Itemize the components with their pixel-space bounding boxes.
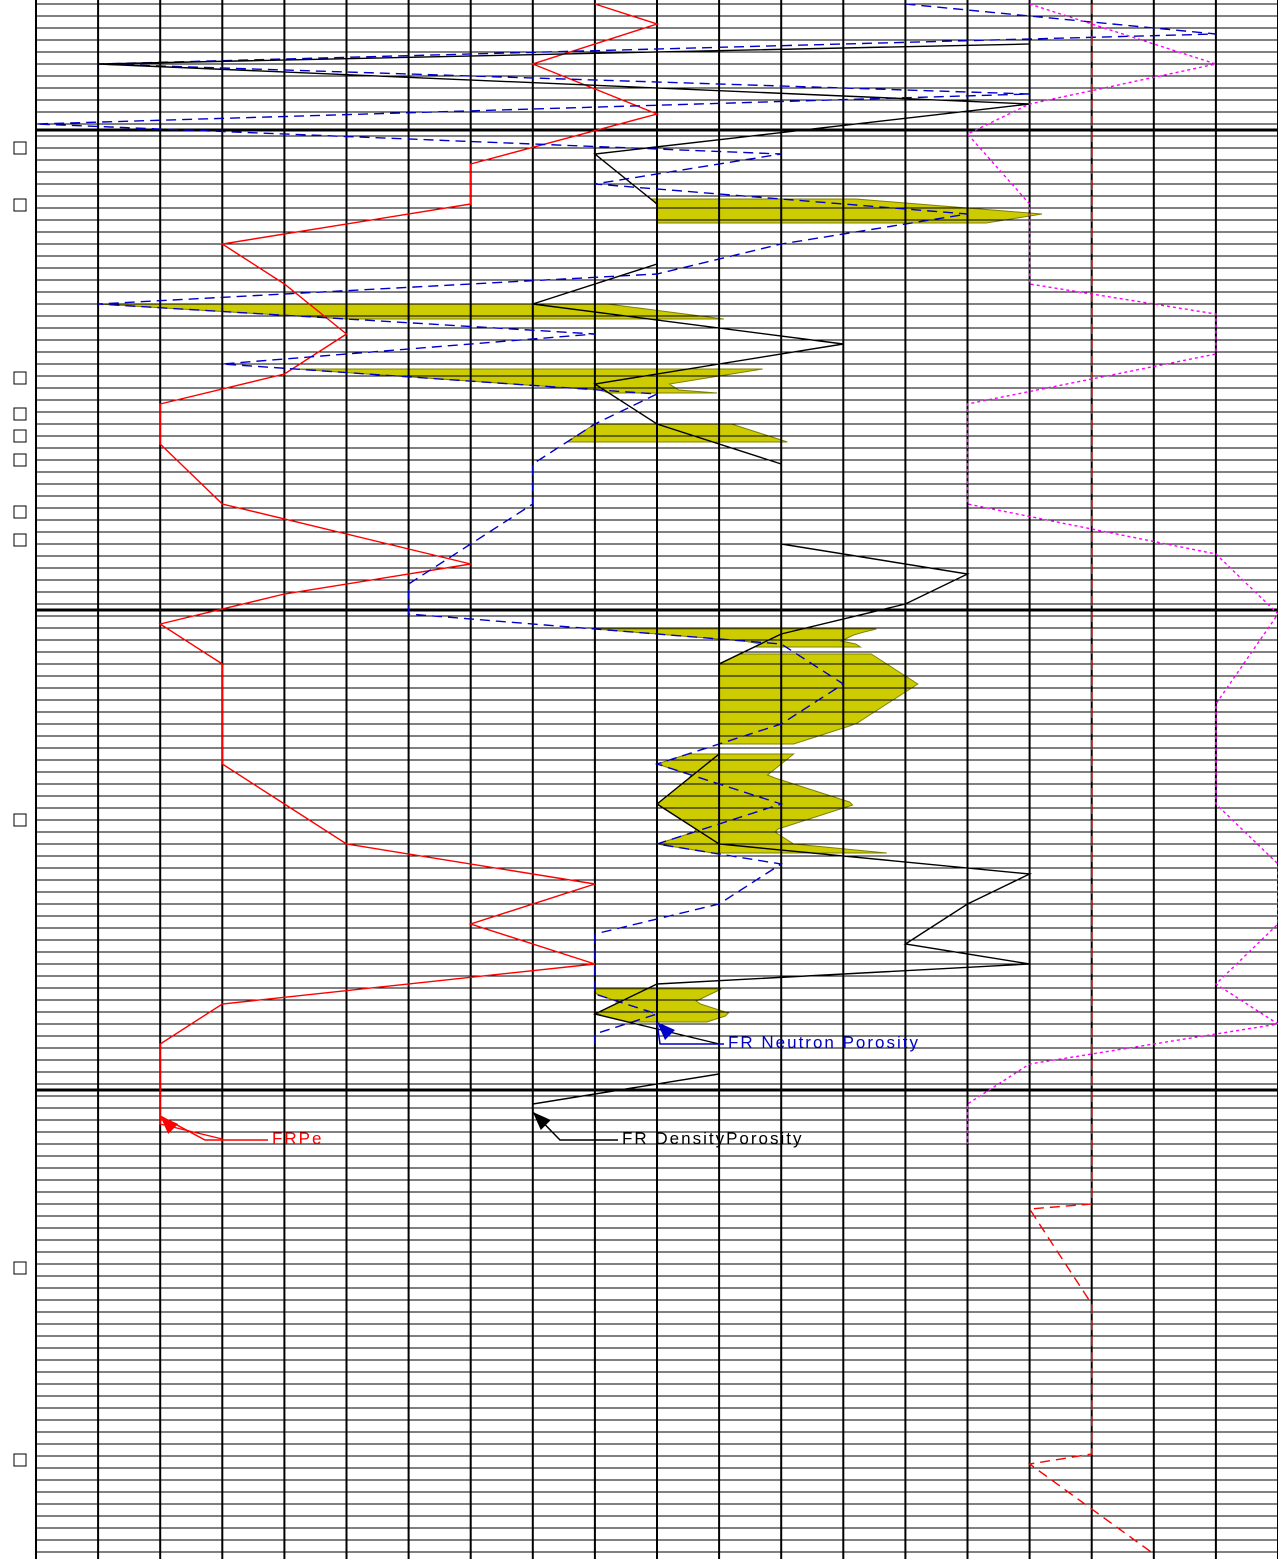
curve-label-0: FRPe [272, 1129, 323, 1148]
curve-label-1: FR Neutron Porosity [728, 1033, 920, 1052]
curves [35, 3, 1278, 1555]
depth-marker [13, 198, 27, 212]
label-arrowhead [657, 1022, 675, 1040]
depth-marker [13, 429, 27, 443]
curve-1 [35, 3, 1216, 1044]
crossover-fill [594, 628, 877, 648]
depth-marker [13, 453, 27, 467]
curve-2 [98, 4, 1033, 1124]
depth-marker [13, 407, 27, 421]
curve-label-2: FR DensityPorosity [622, 1129, 803, 1148]
depth-marker [13, 505, 27, 519]
depth-ticks [13, 141, 27, 1467]
depth-marker [13, 813, 27, 827]
label-leader [656, 1021, 724, 1045]
curve-3 [966, 3, 1278, 1144]
grid [35, 0, 1278, 1559]
depth-marker [13, 533, 27, 547]
label-arrowhead [532, 1112, 551, 1130]
curve-0 [158, 3, 660, 1140]
label-arrowhead [160, 1116, 179, 1134]
depth-marker [13, 141, 27, 155]
curve-4 [1027, 4, 1155, 1555]
depth-marker [13, 371, 27, 385]
depth-marker [13, 1261, 27, 1275]
depth-marker [13, 1453, 27, 1467]
curve-labels: FRPe FR Neutron Porosity FR DensityPorosit… [159, 1021, 920, 1148]
